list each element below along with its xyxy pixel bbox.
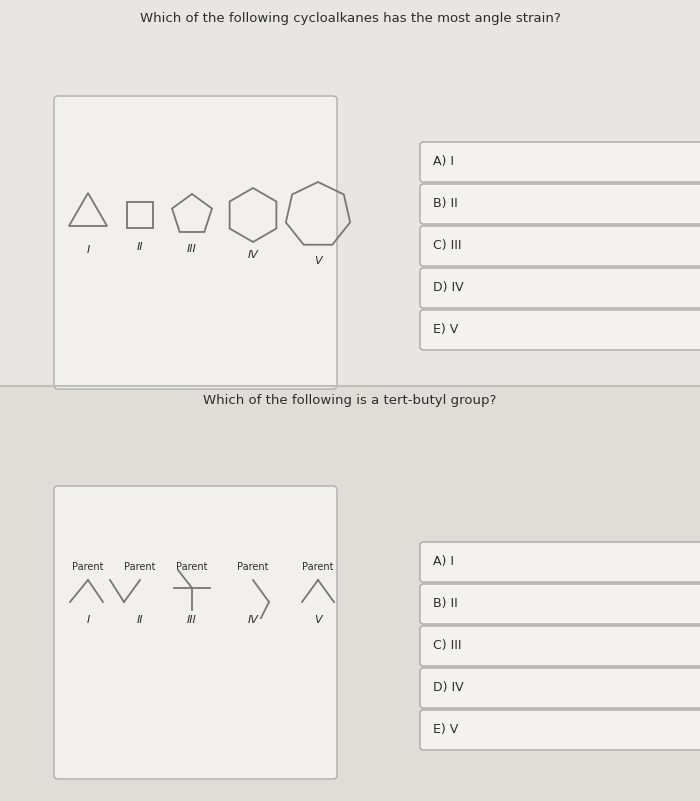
FancyBboxPatch shape: [420, 142, 700, 182]
Text: Which of the following cycloalkanes has the most angle strain?: Which of the following cycloalkanes has …: [139, 12, 561, 25]
Text: A) I: A) I: [433, 155, 454, 168]
Text: I: I: [86, 615, 90, 625]
FancyBboxPatch shape: [420, 184, 700, 224]
Text: D) IV: D) IV: [433, 281, 463, 295]
Text: Parent: Parent: [302, 562, 334, 572]
FancyBboxPatch shape: [420, 226, 700, 266]
Text: B) II: B) II: [433, 198, 458, 211]
FancyBboxPatch shape: [54, 486, 337, 779]
Text: E) V: E) V: [433, 324, 459, 336]
Text: II: II: [136, 615, 144, 625]
Text: Parent: Parent: [125, 562, 155, 572]
Text: Which of the following is a tert-butyl group?: Which of the following is a tert-butyl g…: [203, 394, 497, 407]
FancyBboxPatch shape: [420, 668, 700, 708]
Text: C) III: C) III: [433, 639, 461, 653]
Text: III: III: [187, 244, 197, 254]
Text: III: III: [187, 615, 197, 625]
Text: II: II: [136, 242, 144, 252]
Text: D) IV: D) IV: [433, 682, 463, 694]
Text: C) III: C) III: [433, 239, 461, 252]
Text: IV: IV: [248, 250, 258, 260]
FancyBboxPatch shape: [420, 268, 700, 308]
FancyBboxPatch shape: [420, 710, 700, 750]
Text: IV: IV: [248, 615, 258, 625]
Bar: [0, 386, 700, 801]
Text: I: I: [86, 245, 90, 255]
FancyBboxPatch shape: [54, 96, 337, 389]
Text: A) I: A) I: [433, 556, 454, 569]
Text: V: V: [314, 256, 322, 266]
Text: B) II: B) II: [433, 598, 458, 610]
Text: E) V: E) V: [433, 723, 459, 736]
FancyBboxPatch shape: [420, 584, 700, 624]
Text: Parent: Parent: [176, 562, 208, 572]
Text: Parent: Parent: [72, 562, 104, 572]
FancyBboxPatch shape: [420, 310, 700, 350]
Text: V: V: [314, 615, 322, 625]
Text: Parent: Parent: [237, 562, 269, 572]
FancyBboxPatch shape: [420, 626, 700, 666]
FancyBboxPatch shape: [420, 542, 700, 582]
